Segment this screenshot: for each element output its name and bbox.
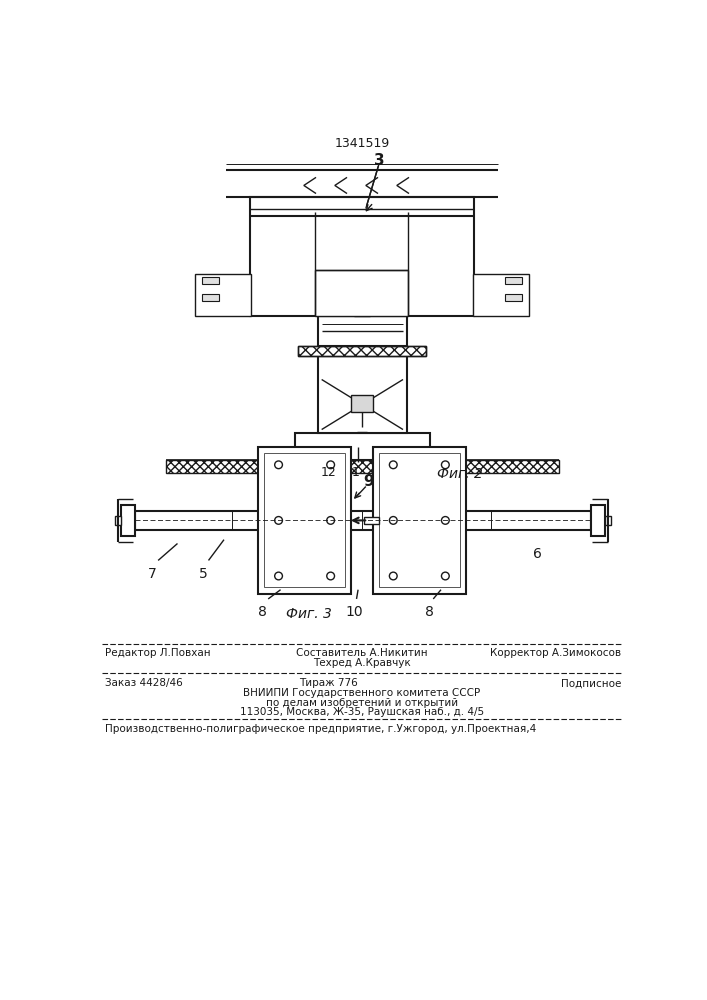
Bar xyxy=(317,356,407,433)
Text: Редактор Л.Повхан: Редактор Л.Повхан xyxy=(105,648,211,658)
Bar xyxy=(166,460,559,473)
Bar xyxy=(258,447,351,594)
Bar xyxy=(298,346,426,356)
Text: 10: 10 xyxy=(346,605,363,619)
Bar xyxy=(506,294,522,301)
Bar xyxy=(121,505,135,536)
Text: Производственно-полиграфическое предприятие, г.Ужгород, ул.Проектная,4: Производственно-полиграфическое предприя… xyxy=(105,724,537,734)
Text: Заказ 4428/46: Заказ 4428/46 xyxy=(105,678,183,688)
Text: Тираж 776: Тираж 776 xyxy=(299,678,358,688)
Text: 1: 1 xyxy=(352,466,360,480)
Text: 5: 5 xyxy=(199,567,207,581)
Bar xyxy=(363,517,379,524)
Bar xyxy=(315,270,409,316)
Text: Составитель А.Никитин: Составитель А.Никитин xyxy=(296,648,428,658)
Text: 9: 9 xyxy=(363,474,374,489)
Text: 3: 3 xyxy=(374,153,385,168)
Text: по делам изобретений и открытий: по делам изобретений и открытий xyxy=(266,698,458,708)
Bar xyxy=(298,346,426,356)
Bar xyxy=(317,316,407,346)
Text: Техред А.Кравчук: Техред А.Кравчук xyxy=(313,658,411,668)
Bar xyxy=(379,453,460,587)
Bar xyxy=(201,277,218,284)
Bar xyxy=(373,447,466,594)
Text: 8: 8 xyxy=(258,605,267,619)
Text: 1341519: 1341519 xyxy=(334,137,390,150)
Bar xyxy=(135,511,590,530)
Bar xyxy=(351,395,373,412)
Text: 7: 7 xyxy=(148,567,156,581)
Bar xyxy=(264,453,345,587)
Text: Корректор А.Зимокосов: Корректор А.Зимокосов xyxy=(491,648,621,658)
Text: Фиг. 3: Фиг. 3 xyxy=(286,607,332,621)
Text: ВНИИПИ Государственного комитета СССР: ВНИИПИ Государственного комитета СССР xyxy=(243,688,481,698)
Text: 12: 12 xyxy=(321,466,337,480)
Bar xyxy=(250,197,474,316)
Bar xyxy=(295,433,430,460)
Text: Подписное: Подписное xyxy=(561,678,621,688)
Bar xyxy=(115,516,121,525)
Bar xyxy=(201,294,218,301)
Bar xyxy=(506,277,522,284)
Bar xyxy=(604,516,611,525)
Text: 8: 8 xyxy=(425,605,434,619)
Bar xyxy=(590,505,604,536)
Text: 113035, Москва, Ж-35, Раушская наб., д. 4/5: 113035, Москва, Ж-35, Раушская наб., д. … xyxy=(240,707,484,717)
Text: Фиг. 2: Фиг. 2 xyxy=(437,466,483,481)
Bar xyxy=(473,274,529,316)
Bar xyxy=(195,274,251,316)
Text: 6: 6 xyxy=(534,547,542,561)
